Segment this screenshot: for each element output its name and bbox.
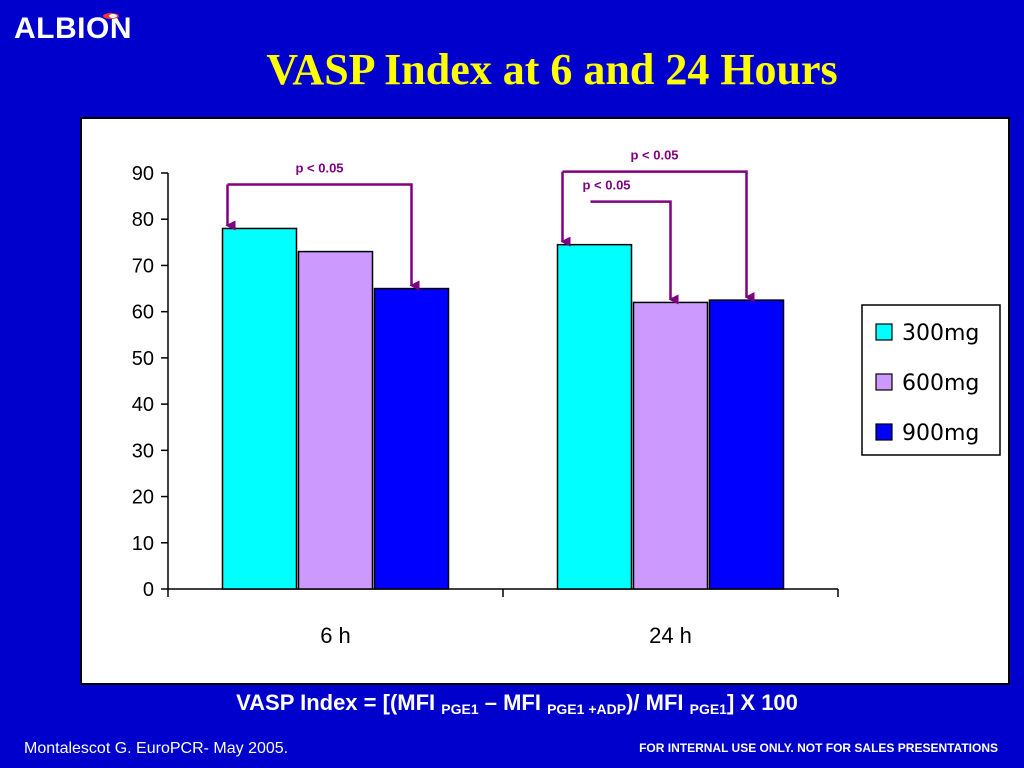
formula-part-1: VASP Index = [(MFI	[236, 690, 442, 715]
y-tick-label: 70	[132, 255, 154, 277]
legend-label: 600mg	[902, 371, 979, 396]
y-tick-label: 60	[132, 302, 154, 324]
formula-part-3: )/ MFI	[626, 690, 690, 715]
bar-600mg-6h	[297, 250, 374, 590]
legend-swatch-600mg	[875, 373, 893, 391]
slide-title: VASP Index at 6 and 24 Hours	[266, 45, 838, 94]
formula-sub-1: PGE1	[441, 701, 479, 717]
formula-part-2: – MFI	[478, 690, 548, 715]
p-value-label: p < 0.05	[630, 148, 678, 163]
y-tick-label: 40	[132, 394, 154, 416]
bar-900mg-6h	[373, 287, 450, 590]
p-value-label: p < 0.05	[582, 178, 630, 193]
y-tick-label: 80	[132, 209, 154, 231]
bar-600mg-24h	[632, 301, 709, 590]
legend-swatch-300mg	[875, 323, 893, 341]
bar-300mg-24h	[556, 243, 633, 590]
y-tick-label: 90	[132, 163, 154, 185]
formula-part-4: ] X 100	[726, 690, 798, 715]
source-citation: Montalescot G. EuroPCR- May 2005.	[24, 740, 289, 757]
legend-label: 300mg	[902, 321, 979, 346]
vasp-formula: VASP Index = [(MFI PGE1 – MFI PGE1 +ADP)…	[0, 690, 1024, 717]
x-tick-label: 6 h	[320, 623, 351, 648]
disclaimer-text: FOR INTERNAL USE ONLY. NOT FOR SALES PRE…	[639, 741, 998, 755]
bar-900mg-24h	[708, 299, 785, 590]
y-tick-label: 30	[132, 440, 154, 462]
y-tick-label: 10	[132, 533, 154, 555]
y-tick-label: 50	[132, 348, 154, 370]
albion-logo: ALBION	[14, 12, 132, 46]
legend-label: 900mg	[902, 421, 979, 446]
significance-bracket	[562, 170, 755, 303]
logo-swoosh-icon	[103, 13, 119, 19]
significance-bracket	[227, 183, 420, 291]
y-tick-label: 0	[143, 579, 154, 601]
p-value-label: p < 0.05	[295, 160, 343, 175]
significance-bracket	[590, 200, 679, 305]
formula-sub-3: PGE1	[689, 701, 727, 717]
bar-300mg-6h	[221, 227, 298, 590]
formula-sub-2: PGE1 +ADP	[547, 701, 627, 717]
x-tick-label: 24 h	[649, 623, 692, 648]
legend-swatch-900mg	[875, 423, 893, 441]
y-tick-label: 20	[132, 487, 154, 509]
